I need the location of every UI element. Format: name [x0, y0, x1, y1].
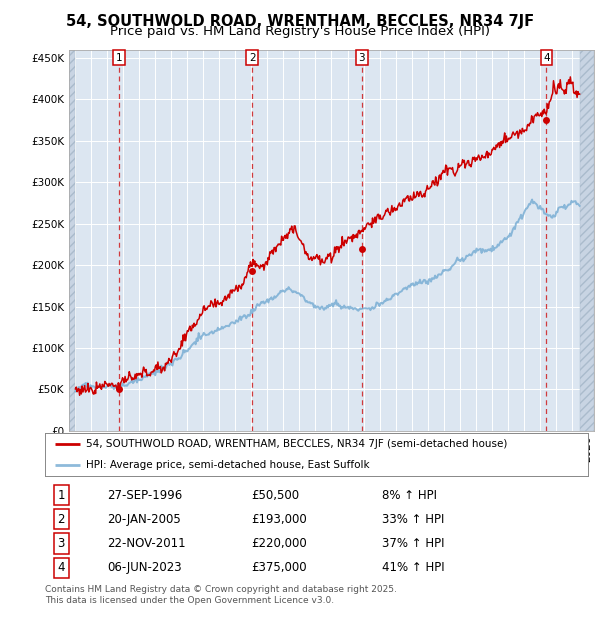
Text: 22-NOV-2011: 22-NOV-2011: [107, 537, 186, 550]
Text: 20-JAN-2005: 20-JAN-2005: [107, 513, 181, 526]
Text: 41% ↑ HPI: 41% ↑ HPI: [382, 561, 444, 574]
Text: 2: 2: [249, 53, 256, 63]
Text: 4: 4: [58, 561, 65, 574]
Text: 06-JUN-2023: 06-JUN-2023: [107, 561, 182, 574]
Text: £220,000: £220,000: [251, 537, 307, 550]
Text: 1: 1: [116, 53, 122, 63]
Text: 37% ↑ HPI: 37% ↑ HPI: [382, 537, 444, 550]
Text: 2: 2: [58, 513, 65, 526]
Text: Contains HM Land Registry data © Crown copyright and database right 2025.
This d: Contains HM Land Registry data © Crown c…: [45, 585, 397, 604]
Text: 54, SOUTHWOLD ROAD, WRENTHAM, BECCLES, NR34 7JF (semi-detached house): 54, SOUTHWOLD ROAD, WRENTHAM, BECCLES, N…: [86, 440, 507, 450]
Text: 3: 3: [359, 53, 365, 63]
Text: £193,000: £193,000: [251, 513, 307, 526]
Text: 4: 4: [543, 53, 550, 63]
Text: £375,000: £375,000: [251, 561, 307, 574]
Text: 27-SEP-1996: 27-SEP-1996: [107, 489, 182, 502]
Text: 1: 1: [58, 489, 65, 502]
Text: HPI: Average price, semi-detached house, East Suffolk: HPI: Average price, semi-detached house,…: [86, 459, 370, 469]
Text: 33% ↑ HPI: 33% ↑ HPI: [382, 513, 444, 526]
Text: 54, SOUTHWOLD ROAD, WRENTHAM, BECCLES, NR34 7JF: 54, SOUTHWOLD ROAD, WRENTHAM, BECCLES, N…: [66, 14, 534, 29]
Text: 8% ↑ HPI: 8% ↑ HPI: [382, 489, 437, 502]
Text: Price paid vs. HM Land Registry's House Price Index (HPI): Price paid vs. HM Land Registry's House …: [110, 25, 490, 38]
Text: £50,500: £50,500: [251, 489, 299, 502]
Text: 3: 3: [58, 537, 65, 550]
